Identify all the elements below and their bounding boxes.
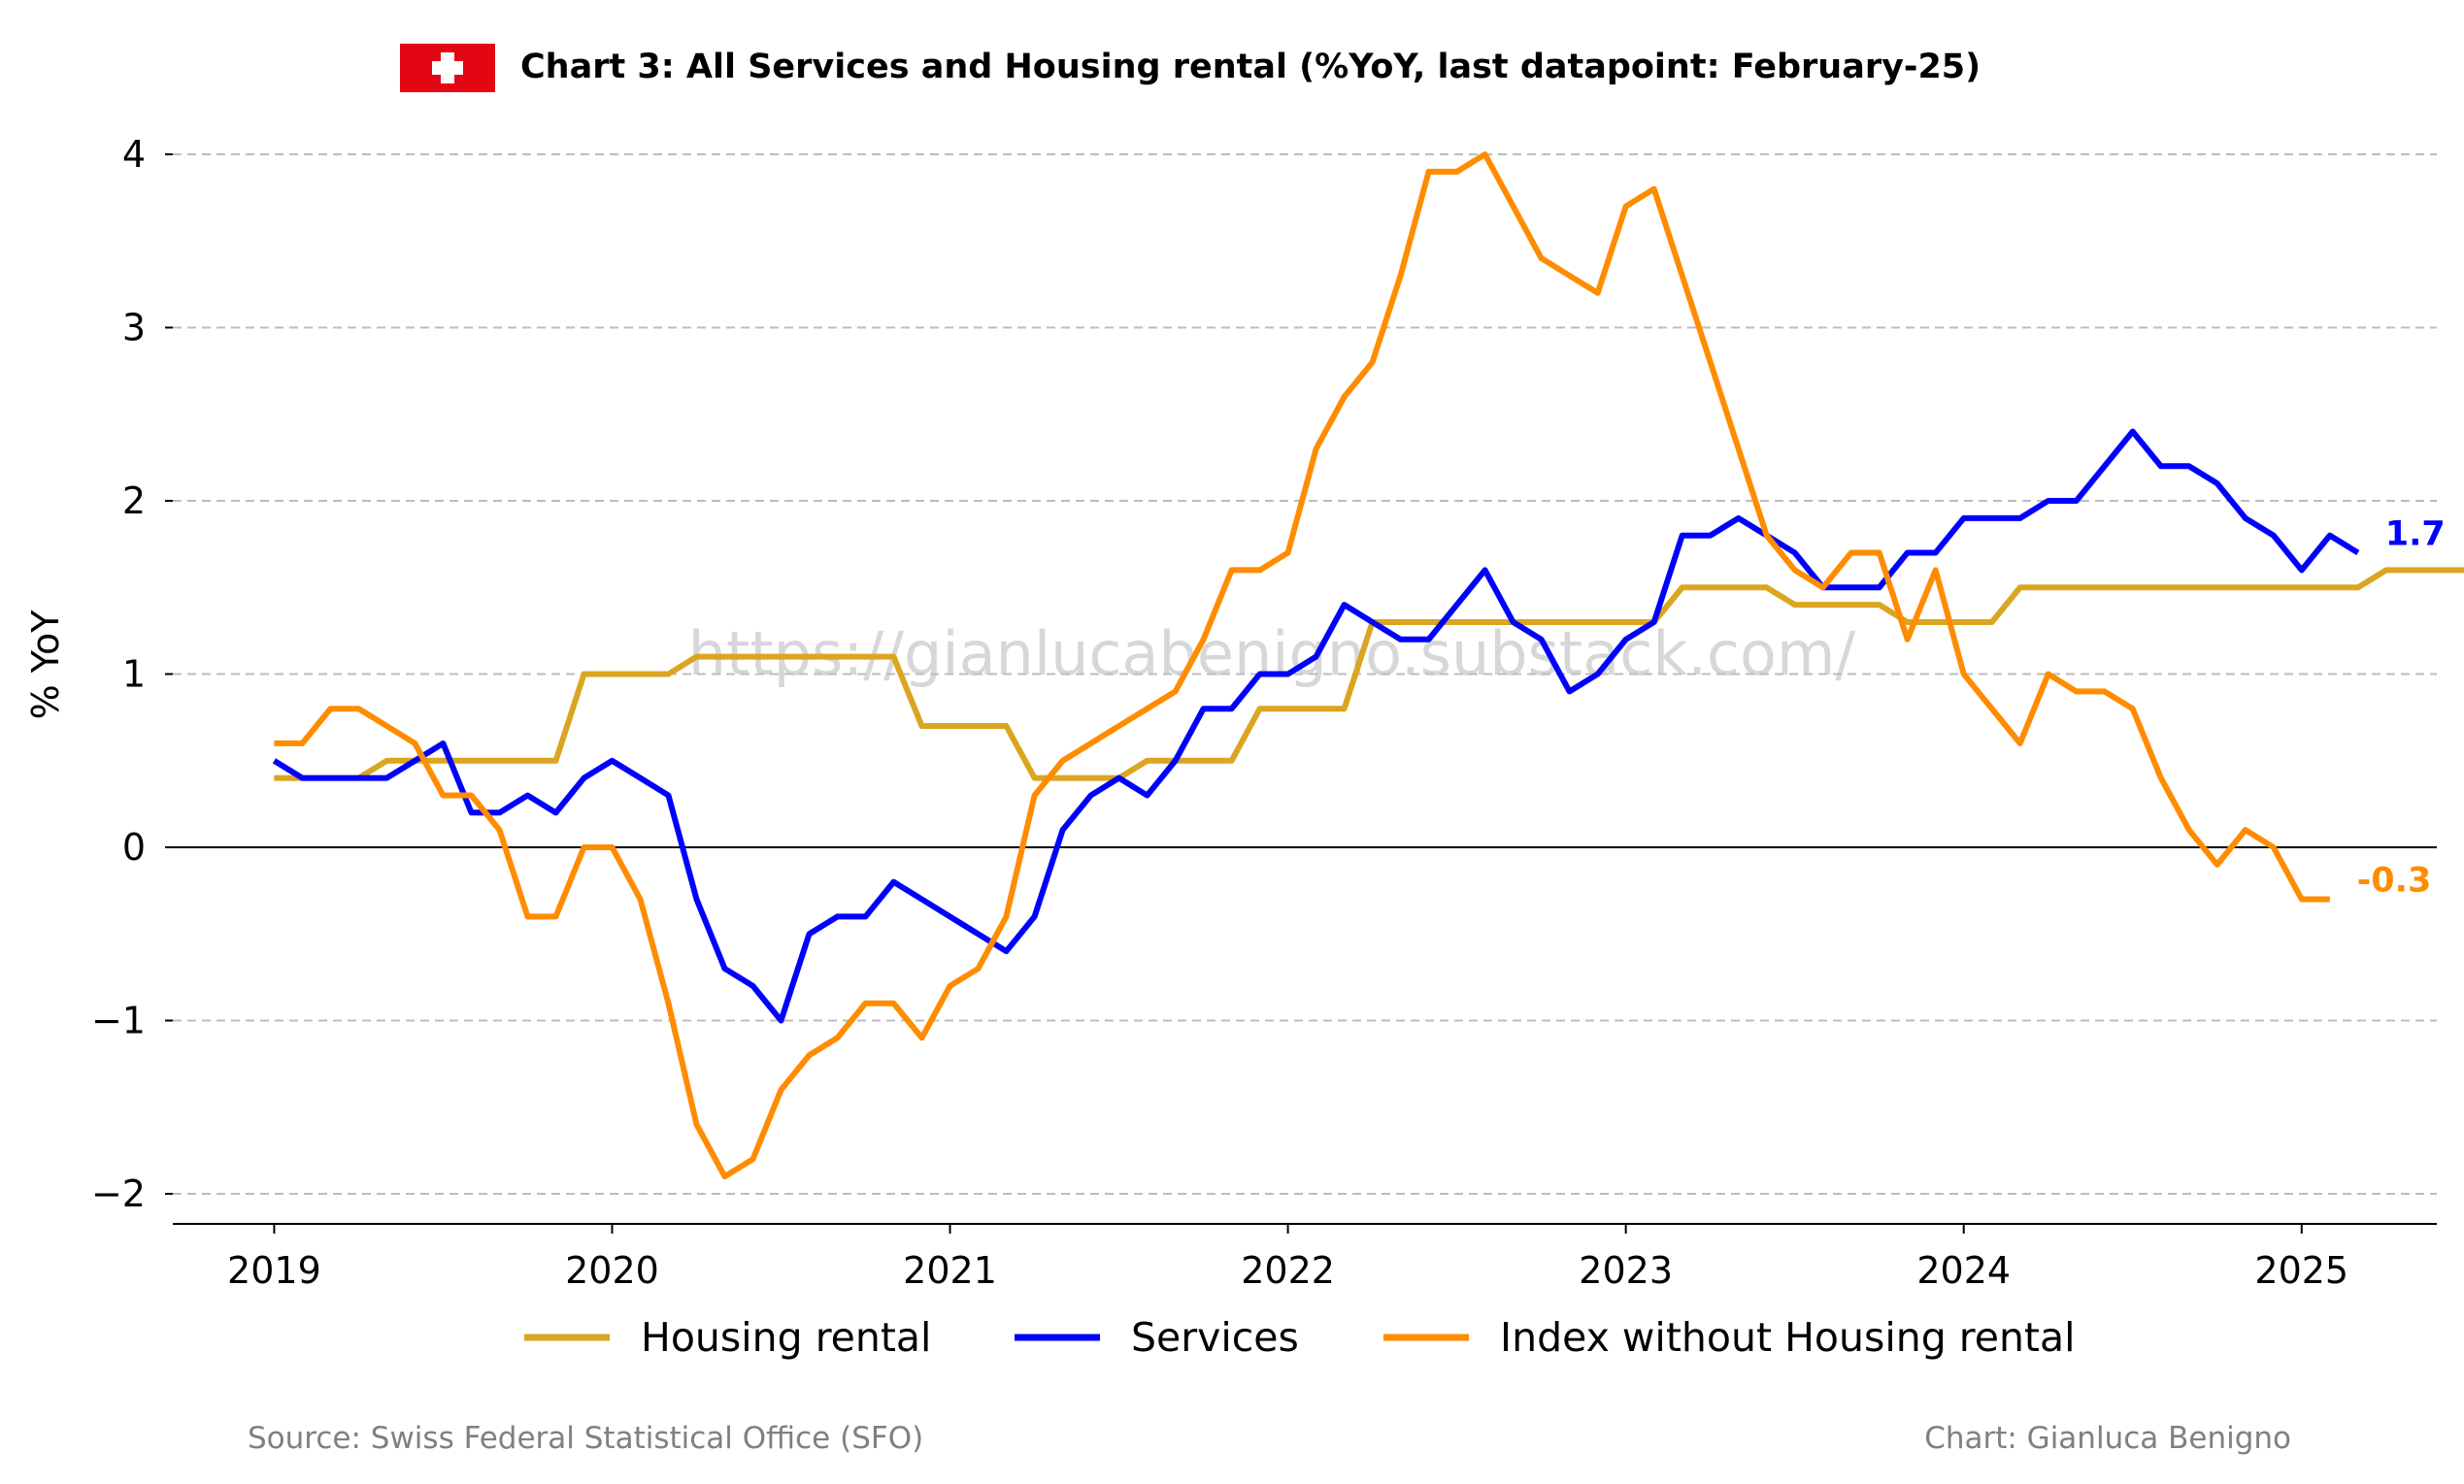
end-labels: 3.21.7-0.3	[2357, 515, 2446, 901]
series-line-index-without-housing-rental	[274, 151, 2330, 1180]
legend-label: Housing rental	[641, 1314, 931, 1361]
legend: Housing rental Services Index without Hous…	[524, 1314, 2076, 1361]
chart-credit: Chart: Gianluca Benigno	[1924, 1421, 2291, 1456]
y-tick-label: −1	[91, 1000, 146, 1042]
series-line-services	[272, 428, 2360, 1024]
x-tick-label: 2023	[1579, 1249, 1673, 1292]
x-tick-label: 2019	[227, 1249, 321, 1292]
x-tick-label: 2020	[565, 1249, 659, 1292]
legend-label: Services	[1131, 1314, 1299, 1361]
source-note: Source: Swiss Federal Statistical Office…	[248, 1421, 923, 1456]
series-line-housing-rental	[274, 567, 2464, 781]
watermark: https://gianlucabenigno.substack.com/	[688, 618, 1856, 689]
legend-label: Index without Housing rental	[1500, 1314, 2076, 1361]
y-tick-label: 2	[122, 479, 146, 522]
x-axis: 2019 2020 2021 2022 2023 2024 2025	[173, 1223, 2437, 1292]
chart-title-group: Chart 3: All Services and Housing rental…	[400, 44, 1981, 92]
x-tick-label: 2024	[1916, 1249, 2011, 1292]
y-tick-label: 3	[122, 307, 146, 349]
chart-title: Chart 3: All Services and Housing rental…	[520, 48, 1981, 86]
y-tick-label: 1	[122, 653, 146, 696]
y-axis: −2 −1 0 1 2 3 4	[91, 133, 173, 1215]
x-tick-label: 2025	[2254, 1249, 2348, 1292]
y-axis-label: % YoY	[24, 610, 67, 720]
y-tick-label: −2	[91, 1172, 146, 1215]
series-lines	[272, 151, 2464, 1180]
y-tick-label: 0	[122, 826, 146, 869]
end-label: 1.7	[2385, 515, 2446, 554]
swiss-flag-icon	[400, 44, 495, 92]
y-tick-label: 4	[122, 133, 146, 176]
x-tick-label: 2022	[1241, 1249, 1335, 1292]
x-tick-label: 2021	[903, 1249, 997, 1292]
end-label: -0.3	[2357, 862, 2432, 901]
